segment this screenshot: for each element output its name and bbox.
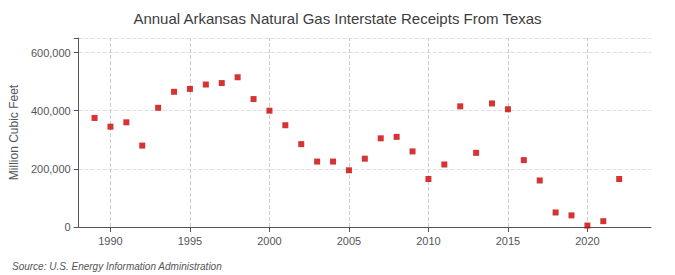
svg-text:600,000: 600,000 — [31, 47, 71, 59]
svg-text:0: 0 — [65, 221, 71, 233]
svg-text:2010: 2010 — [416, 235, 440, 247]
svg-text:2020: 2020 — [575, 235, 599, 247]
svg-text:200,000: 200,000 — [31, 163, 71, 175]
svg-text:400,000: 400,000 — [31, 105, 71, 117]
svg-text:Annual Arkansas Natural Gas In: Annual Arkansas Natural Gas Interstate R… — [133, 10, 541, 27]
svg-text:Source: U.S. Energy Informatio: Source: U.S. Energy Information Administ… — [12, 261, 222, 272]
svg-text:Million Cubic Feet: Million Cubic Feet — [7, 84, 21, 180]
svg-text:2000: 2000 — [257, 235, 281, 247]
svg-text:1990: 1990 — [98, 235, 122, 247]
svg-text:2015: 2015 — [496, 235, 520, 247]
svg-text:2005: 2005 — [337, 235, 361, 247]
svg-text:1995: 1995 — [178, 235, 202, 247]
